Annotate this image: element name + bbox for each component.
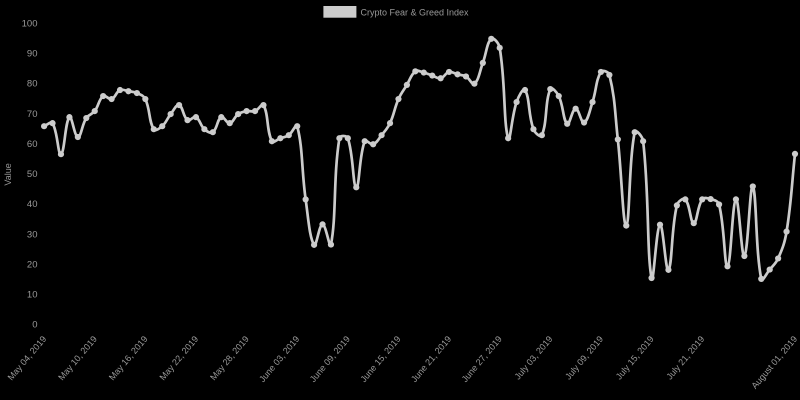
svg-text:40: 40 xyxy=(27,199,38,210)
svg-text:Value: Value xyxy=(3,163,13,185)
svg-text:100: 100 xyxy=(22,18,38,29)
svg-text:Crypto Fear & Greed Index: Crypto Fear & Greed Index xyxy=(361,7,470,17)
svg-text:50: 50 xyxy=(27,169,38,180)
svg-text:10: 10 xyxy=(27,290,38,301)
svg-text:90: 90 xyxy=(27,49,38,60)
svg-text:30: 30 xyxy=(27,229,38,240)
svg-text:60: 60 xyxy=(27,139,38,150)
svg-text:80: 80 xyxy=(27,79,38,90)
svg-text:20: 20 xyxy=(27,259,38,270)
svg-text:0: 0 xyxy=(32,320,37,331)
svg-text:70: 70 xyxy=(27,109,38,120)
